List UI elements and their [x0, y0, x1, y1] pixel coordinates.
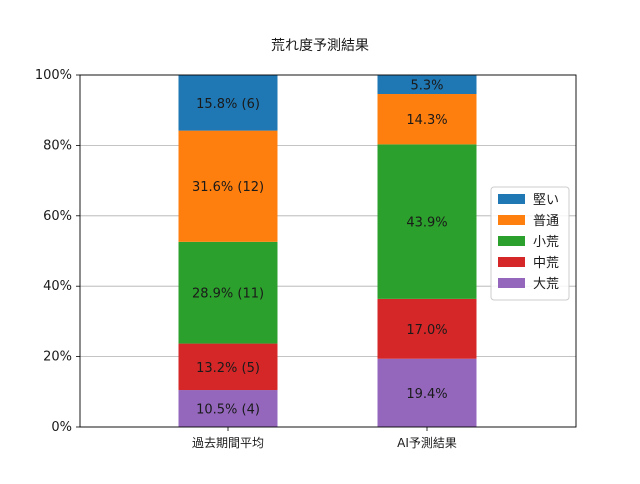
y-tick-label: 100%	[35, 68, 72, 83]
y-tick-label: 0%	[51, 420, 72, 435]
legend-label: 中荒	[533, 256, 559, 271]
data-label: 19.4%	[406, 387, 447, 402]
y-tick-label: 80%	[43, 138, 72, 153]
bar-segment	[377, 298, 477, 359]
bar-segment	[178, 390, 278, 427]
bars-layer: 10.5% (4) 13.2% (5) 28.9% (11) 31.6% (12) 15…	[178, 75, 477, 427]
data-label: 15.8% (6)	[196, 97, 260, 112]
data-label: 43.9%	[406, 216, 447, 231]
legend-swatch	[498, 215, 525, 225]
legend-swatch	[498, 257, 525, 267]
data-label: 10.5% (4)	[196, 403, 260, 418]
chart-title: 荒れ度予測結果	[271, 38, 369, 54]
data-label: 5.3%	[410, 79, 443, 94]
legend-swatch	[498, 278, 525, 288]
data-label: 14.3%	[406, 113, 447, 128]
data-label: 13.2% (5)	[196, 361, 260, 376]
bar-segment	[178, 343, 278, 391]
y-tick-label: 20%	[43, 350, 72, 365]
legend-label: 小荒	[533, 235, 559, 250]
bar-segment	[377, 144, 477, 299]
data-label: 17.0%	[406, 323, 447, 338]
legend-swatch	[498, 194, 525, 204]
bar-segment	[178, 241, 278, 344]
legend-swatch	[498, 236, 525, 246]
data-label: 31.6% (12)	[192, 180, 264, 195]
legend-label: 普通	[533, 214, 559, 229]
bar-segment	[377, 75, 477, 95]
axes-layer: 0% 20% 40% 60% 80% 100% 過去期間平均 AI予測結果	[35, 68, 577, 450]
bar-segment	[377, 358, 477, 427]
x-tick-label: 過去期間平均	[192, 436, 264, 450]
legend-label: 堅い	[533, 193, 559, 208]
plot-frame	[79, 74, 577, 428]
y-tick-label: 60%	[43, 209, 72, 224]
data-label: 28.9% (11)	[192, 287, 264, 302]
bar-segment	[377, 94, 477, 145]
bar-segment	[178, 130, 278, 242]
bar-segment	[178, 75, 278, 131]
y-tick-label: 40%	[43, 279, 72, 294]
x-tick-label: AI予測結果	[397, 436, 457, 450]
legend-label: 大荒	[533, 277, 559, 292]
